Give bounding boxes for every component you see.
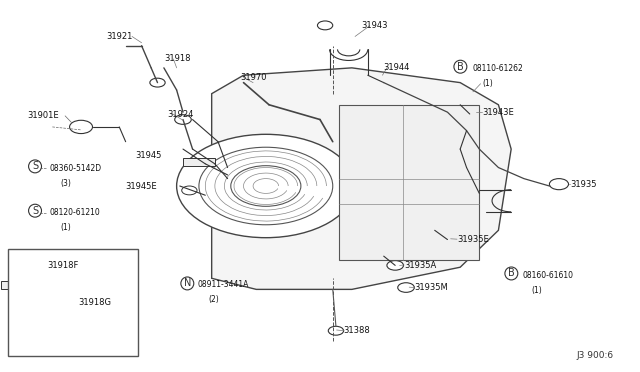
Text: J3 900:6: J3 900:6 [576, 351, 613, 360]
Text: 31943: 31943 [362, 21, 388, 30]
Text: 08911-3441A: 08911-3441A [198, 280, 249, 289]
Circle shape [38, 280, 48, 286]
Text: 31918G: 31918G [78, 298, 111, 307]
Circle shape [175, 115, 191, 124]
Circle shape [231, 166, 301, 206]
Circle shape [460, 109, 479, 119]
Text: (1): (1) [60, 223, 71, 232]
Circle shape [438, 234, 457, 245]
Bar [339, 105, 479, 260]
Text: (1): (1) [483, 79, 493, 88]
Text: 08110-61262: 08110-61262 [473, 64, 524, 73]
Text: B: B [508, 269, 515, 279]
Text: (3): (3) [60, 179, 71, 187]
Circle shape [86, 280, 96, 286]
Circle shape [317, 21, 333, 30]
Text: S: S [32, 206, 38, 216]
Circle shape [54, 280, 64, 286]
Circle shape [182, 186, 197, 195]
Text: 31901E: 31901E [27, 111, 58, 121]
Text: 31945E: 31945E [125, 182, 157, 191]
Text: S: S [32, 161, 38, 171]
Circle shape [177, 134, 355, 238]
Polygon shape [212, 68, 511, 289]
Circle shape [397, 283, 414, 292]
Text: 31943E: 31943E [483, 108, 515, 117]
Text: 31921: 31921 [106, 32, 133, 41]
Circle shape [549, 179, 568, 190]
Circle shape [118, 279, 133, 288]
Text: 08160-61610: 08160-61610 [523, 271, 573, 280]
Text: B: B [457, 62, 464, 72]
Text: 08360-5142D: 08360-5142D [49, 164, 101, 173]
Text: 31944: 31944 [384, 63, 410, 72]
Text: 31945: 31945 [135, 151, 161, 160]
Text: 31935E: 31935E [457, 235, 489, 244]
Text: 31970: 31970 [241, 73, 267, 81]
Text: N: N [184, 278, 191, 288]
Bar [8, 249, 138, 356]
Circle shape [199, 147, 333, 225]
Circle shape [70, 120, 93, 134]
Circle shape [150, 78, 165, 87]
Text: 31935M: 31935M [414, 283, 448, 292]
Circle shape [328, 326, 344, 335]
Text: 31918: 31918 [164, 54, 190, 63]
Text: 31935A: 31935A [404, 261, 436, 270]
Bar [183, 158, 215, 166]
Text: 31924: 31924 [167, 109, 193, 119]
Text: (2): (2) [209, 295, 220, 304]
Text: 08120-61210: 08120-61210 [49, 208, 100, 217]
Circle shape [458, 163, 475, 172]
Text: (1): (1) [532, 286, 542, 295]
Text: 31388: 31388 [344, 326, 371, 335]
Text: 31935: 31935 [570, 180, 597, 189]
Bar [1, 280, 33, 289]
Text: 31918F: 31918F [47, 261, 79, 270]
Circle shape [70, 280, 80, 286]
Circle shape [22, 280, 32, 286]
Circle shape [101, 280, 111, 286]
Circle shape [387, 260, 403, 270]
